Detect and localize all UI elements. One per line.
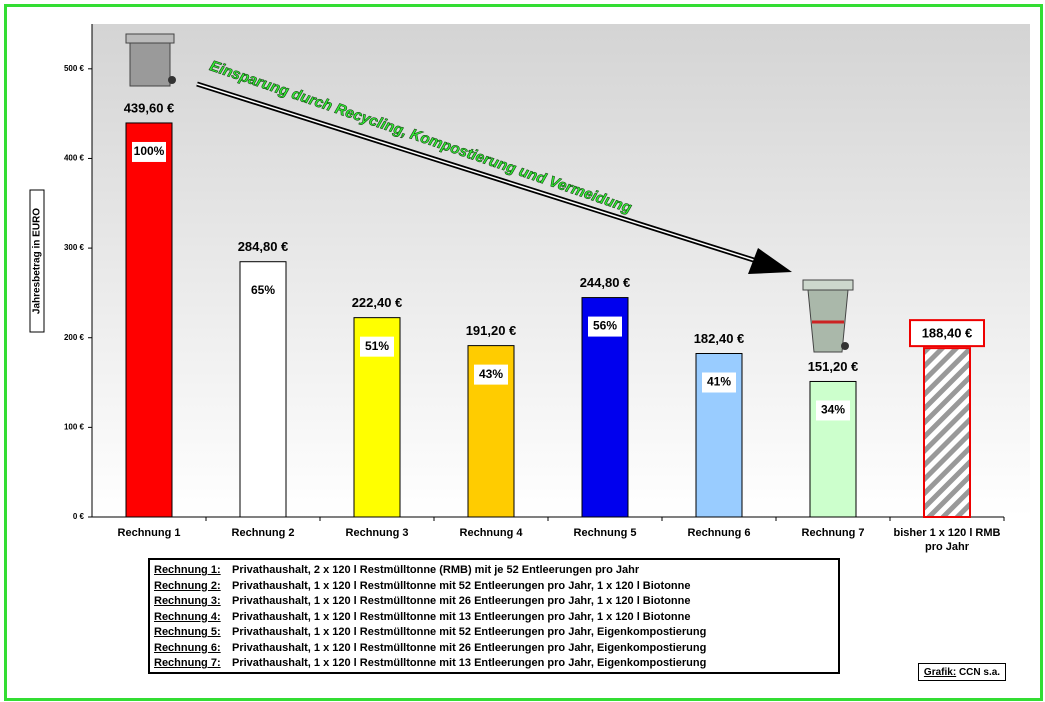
legend-label: Rechnung 1: [154, 564, 221, 576]
share-label-box [246, 280, 280, 301]
legend-text: Privathaushalt, 1 x 120 l Restmülltonne … [232, 641, 707, 654]
value-label: 188,40 € [922, 326, 973, 341]
y-tick-label: 300 € [64, 243, 85, 252]
legend-label: Rechnung 2: [154, 579, 221, 592]
legend-label: Rechnung 6: [154, 641, 221, 654]
legend-text: Privathaushalt, 1 x 120 l Restmülltonne … [232, 579, 691, 592]
x-tick-label: bisher 1 x 120 l RMB pro Jahr [893, 527, 1001, 553]
bar [125, 122, 173, 518]
share-label-box [132, 141, 166, 162]
legend: Rechnung 1: Privathaushalt, 2 x 120 l Res… [148, 558, 840, 674]
plot-background [92, 24, 1030, 517]
y-tick-label: 0 € [73, 512, 85, 521]
legend-row: Rechnung 7: Privathaushalt, 1 x 120 l Res… [154, 656, 834, 672]
legend-label: Rechnung 3: [154, 595, 221, 607]
x-tick-label: Rechnung 4 [459, 527, 523, 539]
share-label-box [360, 336, 394, 357]
legend-row: Rechnung 3: Privathaushalt, 1 x 120 l Res… [154, 594, 834, 610]
value-label: 151,20 € [808, 359, 859, 374]
legend-text: Privathaushalt, 2 x 120 l Restmülltonne … [232, 564, 640, 576]
credit-text: CCN s.a. [958, 667, 1001, 678]
legend-row: Rechnung 4: Privathaushalt, 1 x 120 l Res… [154, 610, 834, 626]
legend-label: Rechnung 5: [154, 626, 221, 638]
value-label: 182,40 € [694, 331, 745, 346]
y-tick-label: 100 € [64, 422, 85, 431]
share-label-box [588, 316, 622, 337]
value-label: 284,80 € [238, 239, 289, 254]
share-label: 65% [251, 283, 275, 297]
credit: Grafik: CCN s.a. [918, 663, 1006, 681]
legend-label: Rechnung 7: [154, 657, 221, 669]
legend-row: Rechnung 2: Privathaushalt, 1 x 120 l Res… [154, 579, 834, 595]
y-tick-label: 200 € [64, 333, 85, 342]
legend-row: Rechnung 6: Privathaushalt, 1 x 120 l Res… [154, 641, 834, 657]
arrow [196, 81, 792, 274]
share-label: 43% [479, 367, 503, 381]
x-tick-label: Rechnung 6 [687, 527, 751, 539]
share-label-box [816, 400, 850, 421]
y-axis-label: Jahresbetrag in EURO [32, 208, 43, 314]
legend-text: Privathaushalt, 1 x 120 l Restmülltonne … [232, 610, 691, 623]
bin-icon [125, 33, 176, 87]
y-tick-label: 400 € [64, 154, 85, 163]
x-tick-label: Rechnung 2 [231, 527, 295, 539]
value-label: 222,40 € [352, 295, 403, 310]
x-tick-label: Rechnung 5 [573, 527, 637, 539]
legend-label: Rechnung 4: [154, 610, 221, 623]
y-axis-label-box [29, 189, 45, 333]
bin-icon [802, 279, 854, 353]
x-tick-label: Rechnung 3 [345, 527, 409, 539]
share-label: 41% [707, 375, 731, 389]
legend-text: Privathaushalt, 1 x 120 l Restmülltonne … [232, 626, 707, 638]
value-label: 191,20 € [466, 323, 517, 338]
legend-text: Privathaushalt, 1 x 120 l Restmülltonne … [232, 595, 691, 607]
value-label: 439,60 € [124, 100, 175, 115]
credit-label: Grafik: [923, 667, 957, 678]
legend-row: Rechnung 1: Privathaushalt, 2 x 120 l Res… [154, 563, 834, 579]
x-tick-label: Rechnung 1 [117, 527, 181, 539]
share-label: 56% [593, 319, 617, 333]
share-label: 34% [821, 403, 845, 417]
share-label-box [702, 372, 736, 393]
frame [4, 4, 1043, 701]
share-label: 100% [134, 144, 165, 158]
legend-text: Privathaushalt, 1 x 120 l Restmülltonne … [232, 657, 707, 669]
legend-row: Rechnung 5: Privathaushalt, 1 x 120 l Res… [154, 625, 834, 641]
share-label: 51% [365, 339, 389, 353]
value-label-box [909, 319, 985, 348]
y-tick-label: 500 € [64, 64, 85, 73]
x-tick-label: Rechnung 7 [801, 527, 865, 539]
bar [923, 347, 971, 518]
value-label: 244,80 € [580, 275, 631, 290]
bar [239, 261, 287, 518]
share-label-box [474, 364, 508, 385]
